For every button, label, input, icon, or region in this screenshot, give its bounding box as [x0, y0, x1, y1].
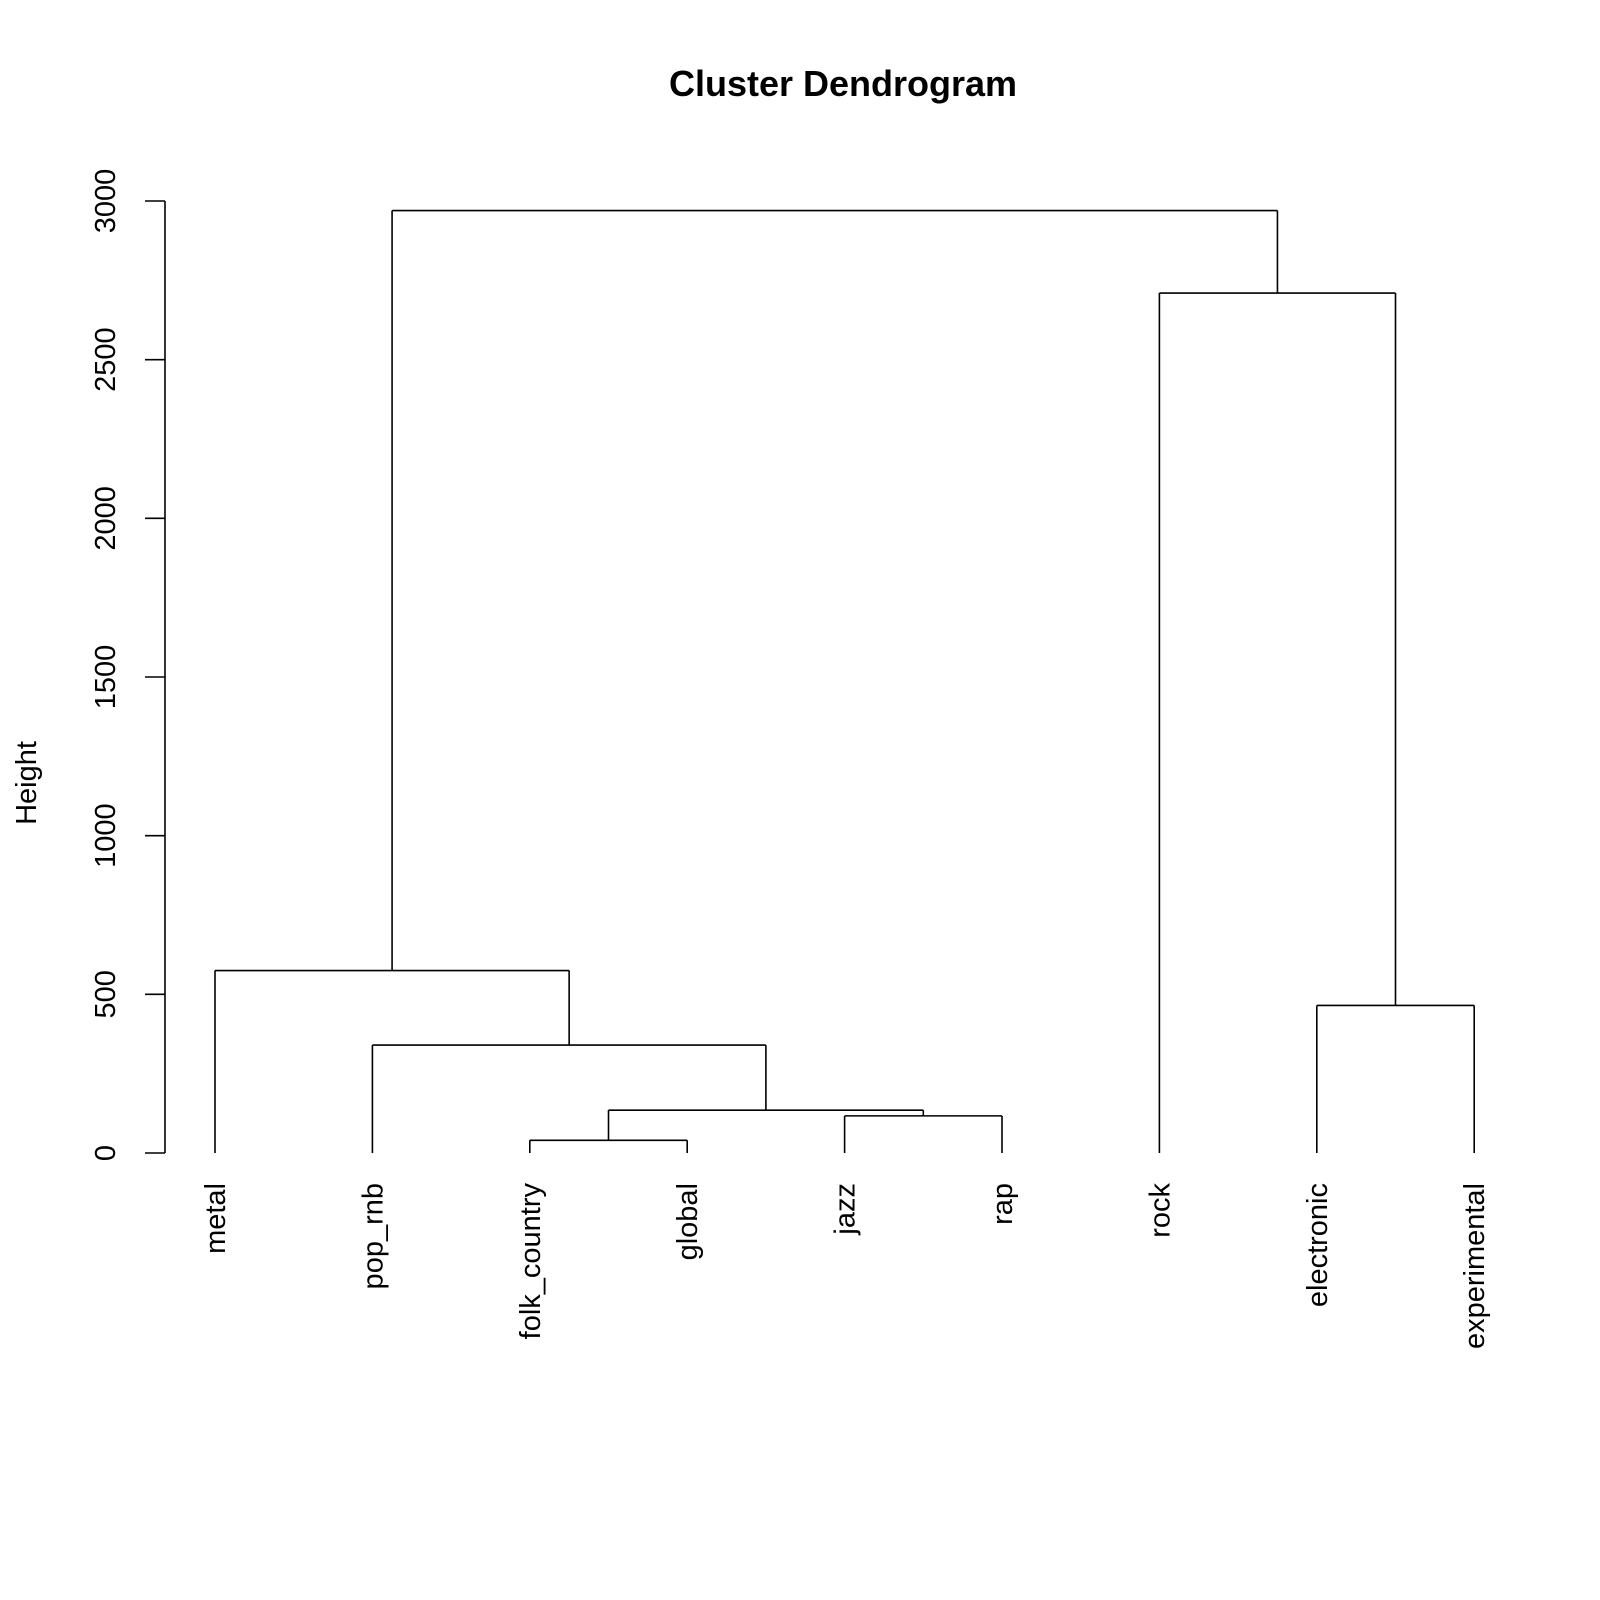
leaf-label-rap: rap: [987, 1183, 1019, 1225]
merge-4: [1316, 1004, 1475, 1153]
y-axis-label: Height: [11, 741, 43, 825]
y-tick-label: 1000: [90, 803, 122, 868]
y-tick-label: 1500: [90, 645, 122, 710]
leaf-label-pop_rnb: pop_rnb: [357, 1183, 389, 1289]
y-tick-label: 0: [90, 1145, 122, 1161]
merge-5: [214, 969, 570, 1153]
y-tick-label: 3000: [90, 169, 122, 234]
dendrogram-tree: [214, 209, 1475, 1153]
y-tick-label: 500: [90, 970, 122, 1018]
y-axis: 0 500 1000 1500 2000 2500 3000: [90, 169, 166, 1161]
leaf-label-rock: rock: [1144, 1183, 1176, 1238]
merge-7: [391, 209, 1279, 971]
y-tick-label: 2000: [90, 486, 122, 551]
leaf-label-global: global: [672, 1183, 704, 1260]
merge-2: [607, 1109, 925, 1141]
merge-6: [1158, 292, 1397, 1153]
chart-title: Cluster Dendrogram: [669, 63, 1017, 104]
leaf-label-experimental: experimental: [1459, 1183, 1491, 1349]
y-tick-label: 2500: [90, 327, 122, 392]
merge-0: [528, 1139, 689, 1153]
leaf-labels: metal pop_rnb folk_country global jazz rap roc…: [200, 1183, 1491, 1350]
leaf-label-folk_country: folk_country: [515, 1183, 547, 1340]
leaf-label-jazz: jazz: [830, 1183, 862, 1236]
leaf-label-electronic: electronic: [1302, 1183, 1334, 1307]
merge-1: [843, 1115, 1003, 1153]
leaf-label-metal: metal: [200, 1183, 232, 1254]
merge-3: [371, 1044, 767, 1153]
